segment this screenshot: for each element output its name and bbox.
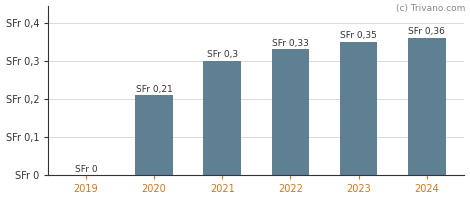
Bar xyxy=(204,61,241,175)
Text: SFr 0,3: SFr 0,3 xyxy=(207,50,238,59)
Text: SFr 0,33: SFr 0,33 xyxy=(272,39,309,48)
Text: SFr 0: SFr 0 xyxy=(75,165,97,174)
Text: SFr 0,21: SFr 0,21 xyxy=(136,85,172,94)
Bar xyxy=(340,42,377,175)
Bar xyxy=(408,38,446,175)
Text: (c) Trivano.com: (c) Trivano.com xyxy=(396,4,465,13)
Bar xyxy=(272,49,309,175)
Text: SFr 0,35: SFr 0,35 xyxy=(340,31,377,40)
Text: SFr 0,36: SFr 0,36 xyxy=(408,27,445,36)
Bar xyxy=(135,95,173,175)
